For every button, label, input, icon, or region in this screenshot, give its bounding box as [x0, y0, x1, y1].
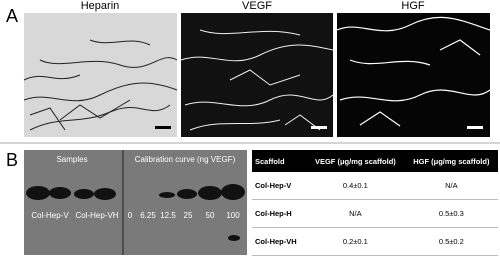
fibers: [336, 16, 491, 127]
results-table: Scaffold VEGF (μg/mg scaffold) HGF (μg/m…: [252, 150, 498, 257]
micrograph: [337, 13, 490, 137]
cell: N/A: [404, 172, 498, 200]
cell: 0.4±0.1: [306, 172, 405, 200]
cell: Col-Hep-H: [252, 199, 307, 228]
lane-label: 50: [206, 211, 215, 220]
header-cell: HGF (μg/mg scaffold): [404, 150, 498, 172]
header-cell: VEGF (μg/mg scaffold): [306, 150, 405, 172]
blot-label: Calibration curve (ng VEGF): [135, 155, 236, 164]
lane-label: 0: [128, 211, 133, 220]
scale-bar: [311, 126, 327, 129]
lane-label: Col-Hep-VH: [75, 211, 118, 220]
blot: [24, 150, 247, 255]
image-title: HGF: [401, 0, 425, 12]
scale-bar: [467, 126, 483, 129]
cell: Col-Hep-VH: [252, 227, 307, 257]
panel-label: A: [6, 6, 18, 26]
header-cell: Scaffold: [252, 150, 307, 172]
fibers: [23, 39, 178, 131]
cell: N/A: [306, 199, 405, 228]
image-title: VEGF: [242, 0, 272, 12]
fibers: [180, 29, 334, 131]
image-title: Heparin: [81, 0, 120, 12]
cell: 0.2±0.1: [306, 227, 405, 257]
cell: 0.5±0.3: [404, 199, 498, 228]
micrograph: [24, 13, 177, 137]
row: Col-Hep-H N/A 0.5±0.3: [252, 199, 498, 228]
lane-label: 100: [226, 211, 240, 220]
bands: [26, 184, 245, 241]
lane-label: 12.5: [160, 211, 176, 220]
lane-label: 6.25: [140, 211, 156, 220]
cell: 0.5±0.2: [404, 227, 498, 257]
lane-label: Col-Hep-V: [31, 211, 69, 220]
cell: Col-Hep-V: [252, 172, 307, 200]
row: Col-Hep-V 0.4±0.1 N/A: [252, 172, 498, 200]
header-row: Scaffold VEGF (μg/mg scaffold) HGF (μg/m…: [252, 150, 498, 172]
scale-bar: [155, 126, 171, 129]
blot-label: Samples: [56, 155, 87, 164]
row: Col-Hep-VH 0.2±0.1 0.5±0.2: [252, 227, 498, 257]
panel-label: B: [6, 150, 18, 170]
lane-label: 25: [184, 211, 193, 220]
